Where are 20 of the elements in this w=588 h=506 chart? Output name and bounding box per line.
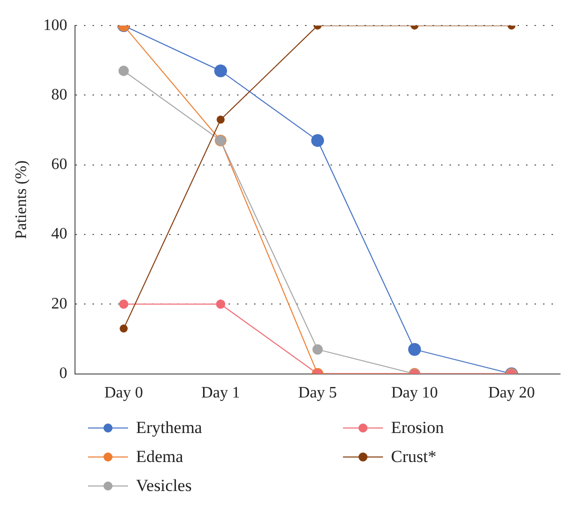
y-tick-label: 100 [43,16,68,34]
point [118,66,129,76]
y-tick-label: 20 [51,295,68,312]
legend-label: Vesicles [136,476,192,496]
legend-label: Erythema [136,418,202,438]
x-tick-label: Day 5 [298,384,337,402]
x-tick-label: Day 10 [391,384,438,402]
point [216,116,225,124]
legend-label: Edema [136,446,184,466]
x-tick-label: Day 20 [488,384,535,402]
x-tick-label: Day 1 [201,384,240,402]
legend-label: Crust* [391,446,436,466]
y-tick-label: 40 [51,226,68,243]
legend-label: Erosion [391,418,444,438]
y-axis-title: Patients (%) [12,160,30,240]
x-tick-label: Day 0 [104,384,144,402]
y-tick-label: 80 [51,86,68,104]
y-tick-label: 60 [51,156,68,174]
y-tick-label: 0 [59,365,68,382]
point [311,134,324,147]
